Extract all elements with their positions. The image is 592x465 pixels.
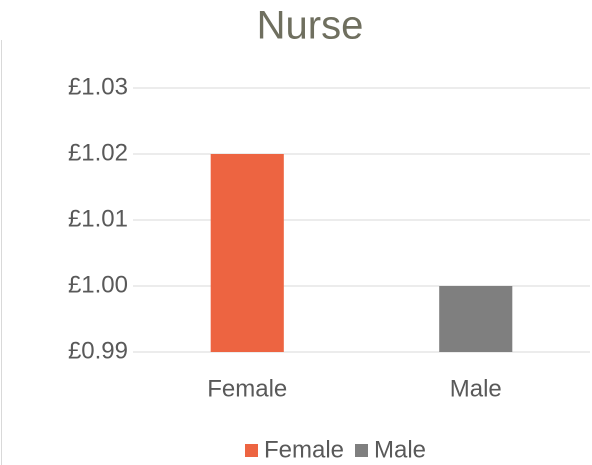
y-tick-label: £1.03	[68, 73, 128, 100]
x-tick-label: Female	[207, 375, 287, 402]
legend-label: Male	[374, 436, 426, 463]
legend-label: Female	[264, 436, 344, 463]
bar	[439, 286, 513, 352]
y-tick-label: £1.00	[68, 271, 128, 298]
bar	[210, 154, 284, 352]
legend-swatch	[245, 444, 258, 457]
x-tick-label: Male	[450, 375, 502, 402]
chart-title: Nurse	[257, 4, 364, 48]
legend-swatch	[355, 444, 368, 457]
y-tick-label: £0.99	[68, 337, 128, 364]
y-tick-label: £1.02	[68, 139, 128, 166]
y-tick-label: £1.01	[68, 205, 128, 232]
